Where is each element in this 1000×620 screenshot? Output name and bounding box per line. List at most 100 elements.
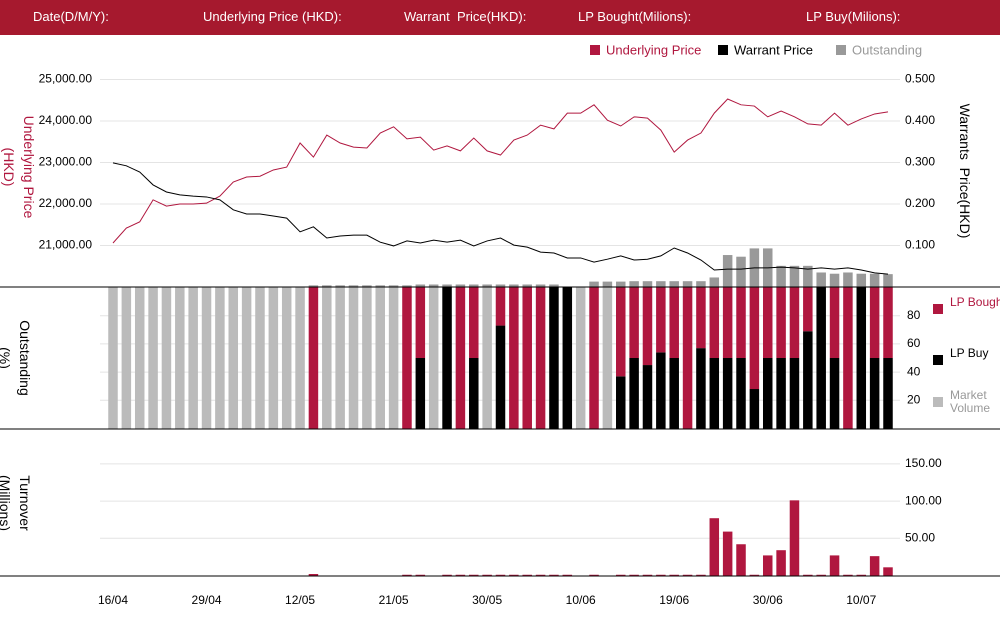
bar: [469, 574, 479, 576]
stack-segment: [696, 287, 706, 349]
axis-title: Outstanding (%): [0, 320, 33, 396]
outstanding-bar: [495, 284, 506, 287]
bar: [869, 556, 880, 576]
bar: [789, 500, 800, 576]
stack-segment: [883, 358, 893, 429]
stack-segment: [749, 389, 760, 429]
tick-label: 50.00: [905, 530, 935, 544]
outstanding-bar: [509, 284, 519, 287]
bar: [522, 574, 532, 576]
stack-segment: [495, 325, 506, 429]
outstanding-bar: [442, 284, 452, 287]
outstanding-bar: [402, 285, 412, 287]
legend-label: LP Buy: [950, 346, 989, 360]
stack-segment: [428, 287, 439, 429]
header-label: LP Bought(Milions):: [578, 9, 692, 24]
legend-swatch: [933, 355, 943, 365]
x-tick-label: 29/04: [192, 593, 222, 607]
bar: [402, 574, 412, 576]
axis-title: Warrants Price(HKD): [957, 103, 973, 239]
header-label: Date(D/M/Y):: [33, 9, 109, 24]
bar: [776, 550, 786, 576]
bar: [509, 574, 519, 576]
bar: [482, 574, 492, 576]
stack-segment: [375, 287, 385, 429]
outstanding-bar: [388, 285, 399, 287]
stack-segment: [215, 287, 225, 429]
bar: [616, 574, 626, 576]
bar: [856, 574, 867, 576]
tick-label: 0.300: [905, 155, 935, 169]
stack-segment: [602, 287, 613, 429]
bar: [495, 574, 506, 576]
bar: [535, 574, 546, 576]
stack-segment: [455, 287, 466, 429]
outstanding-bar: [803, 265, 813, 287]
stack-segment: [869, 358, 880, 429]
stack-segment: [776, 287, 786, 358]
legend-label: Outstanding: [852, 42, 922, 57]
stack-segment: [616, 376, 626, 429]
header-label: Underlying Price (HKD):: [203, 9, 342, 24]
stack-segment: [736, 287, 746, 358]
bar: [829, 555, 840, 576]
x-tick-label: 30/05: [472, 593, 502, 607]
stack-segment: [789, 358, 800, 429]
stack-segment: [241, 287, 252, 429]
tick-label: 23,000.00: [39, 155, 93, 169]
bar: [308, 574, 319, 576]
outstanding-bar: [642, 281, 653, 287]
stack-segment: [201, 287, 212, 429]
stack-segment: [161, 287, 172, 429]
stack-segment: [642, 287, 653, 366]
stack-segment: [829, 287, 840, 358]
stack-segment: [816, 287, 826, 429]
stack-segment: [575, 287, 586, 429]
stack-segment: [495, 287, 506, 326]
legend-label: Underlying Price: [606, 42, 701, 57]
stack-segment: [121, 287, 132, 429]
outstanding-bar: [348, 285, 359, 287]
outstanding-bar: [455, 284, 466, 287]
line: [112, 162, 889, 275]
stack-segment: [843, 287, 853, 429]
header-label: LP Buy(Milions):: [806, 9, 901, 24]
stack-segment: [402, 287, 412, 429]
outstanding-bar: [776, 265, 786, 287]
stack-segment: [736, 358, 746, 429]
outstanding-bar: [308, 285, 319, 287]
stack-segment: [589, 287, 599, 429]
outstanding-bar: [482, 284, 492, 287]
stack-segment: [762, 287, 773, 358]
stack-segment: [629, 287, 639, 358]
x-tick-label: 21/05: [379, 593, 409, 607]
stack-segment: [415, 358, 426, 429]
bar: [709, 518, 720, 576]
stack-segment: [669, 358, 679, 429]
bar: [642, 574, 653, 576]
stack-segment: [789, 287, 800, 358]
stack-segment: [535, 287, 546, 429]
tick-label: 21,000.00: [39, 238, 93, 252]
outstanding-bar: [669, 281, 679, 287]
stack-segment: [682, 287, 693, 429]
tick-label: 0.200: [905, 196, 935, 210]
stack-segment: [308, 287, 319, 429]
stack-segment: [562, 287, 573, 429]
stack-segment: [709, 358, 720, 429]
legend-label: Market Volume: [950, 388, 991, 415]
tick-label: 0.100: [905, 238, 935, 252]
stack-segment: [642, 365, 653, 429]
bar: [455, 574, 466, 576]
outstanding-bar: [869, 273, 880, 287]
tick-label: 24,000.00: [39, 113, 93, 127]
header-label: Warrant Price(HKD):: [404, 9, 527, 24]
stack-segment: [188, 287, 198, 429]
outstanding-bar: [816, 272, 826, 287]
bar: [883, 567, 893, 576]
stack-segment: [749, 287, 760, 390]
bar: [722, 531, 733, 576]
stack-segment: [255, 287, 265, 429]
stack-segment: [656, 352, 666, 429]
bar: [749, 574, 760, 576]
